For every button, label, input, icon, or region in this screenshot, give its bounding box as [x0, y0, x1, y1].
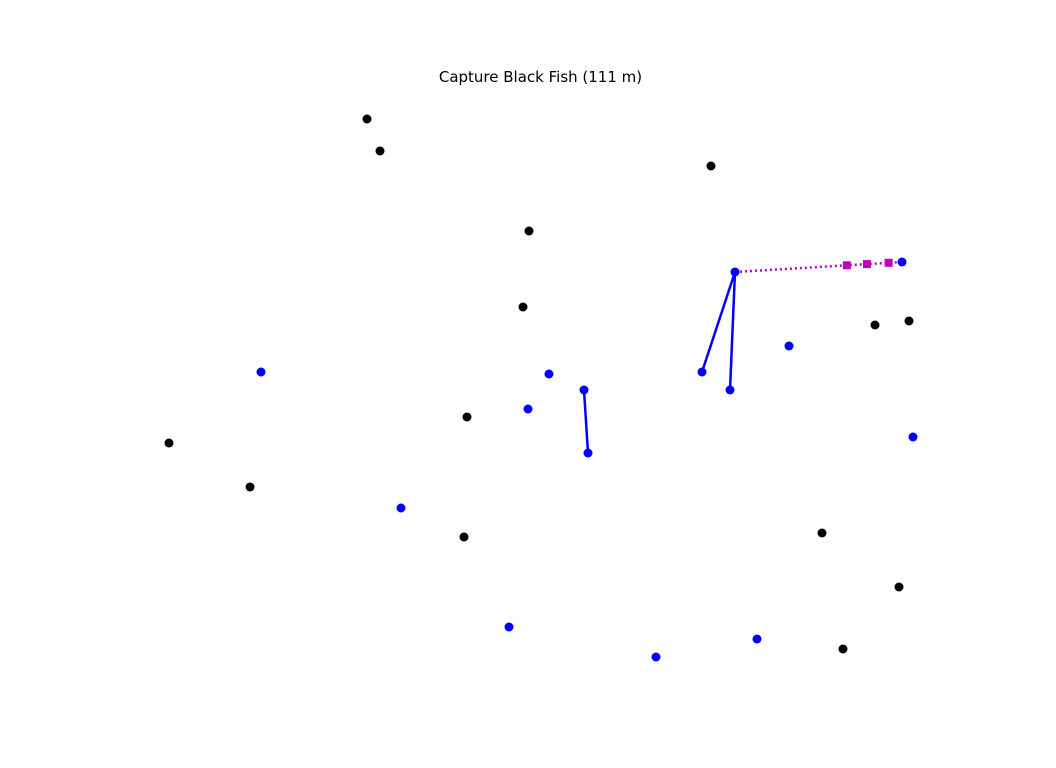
- black-fish[interactable]: [904, 316, 914, 326]
- blue-fish[interactable]: [504, 622, 514, 632]
- black-fish[interactable]: [375, 146, 385, 156]
- black-fish[interactable]: [462, 412, 472, 422]
- black-fish[interactable]: [894, 582, 904, 592]
- black-fish[interactable]: [245, 482, 255, 492]
- blue-fish[interactable]: [752, 634, 762, 644]
- blue-fish[interactable]: [784, 341, 794, 351]
- black-fish[interactable]: [518, 302, 528, 312]
- trail-marker: [842, 261, 851, 270]
- links-layer: [582, 271, 737, 454]
- blue-fish[interactable]: [544, 369, 554, 379]
- blue-fish[interactable]: [256, 367, 266, 377]
- game-title: Capture Black Fish (111 m): [438, 68, 643, 86]
- trail-marker: [862, 260, 871, 269]
- black-fish[interactable]: [817, 528, 827, 538]
- blue-fish[interactable]: [697, 367, 707, 377]
- black-fish[interactable]: [838, 644, 848, 654]
- blue-fish[interactable]: [651, 652, 661, 662]
- link-line: [728, 271, 737, 391]
- blue-fish[interactable]: [908, 432, 918, 442]
- blue-fish[interactable]: [725, 385, 735, 395]
- black-fish[interactable]: [870, 320, 880, 330]
- blue-fish[interactable]: [583, 448, 593, 458]
- fish-layer: [164, 114, 918, 662]
- link-line: [582, 389, 590, 454]
- black-fish[interactable]: [362, 114, 372, 124]
- blue-fish[interactable]: [730, 267, 740, 277]
- black-fish[interactable]: [164, 438, 174, 448]
- link-line: [700, 271, 737, 373]
- black-fish[interactable]: [524, 226, 534, 236]
- trail-layer: [734, 258, 903, 274]
- blue-fish[interactable]: [523, 404, 533, 414]
- blue-fish[interactable]: [396, 503, 406, 513]
- trail-line: [734, 260, 903, 274]
- blue-fish[interactable]: [897, 257, 907, 267]
- black-fish[interactable]: [706, 161, 716, 171]
- black-fish[interactable]: [459, 532, 469, 542]
- blue-fish[interactable]: [579, 385, 589, 395]
- trail-marker: [884, 258, 893, 267]
